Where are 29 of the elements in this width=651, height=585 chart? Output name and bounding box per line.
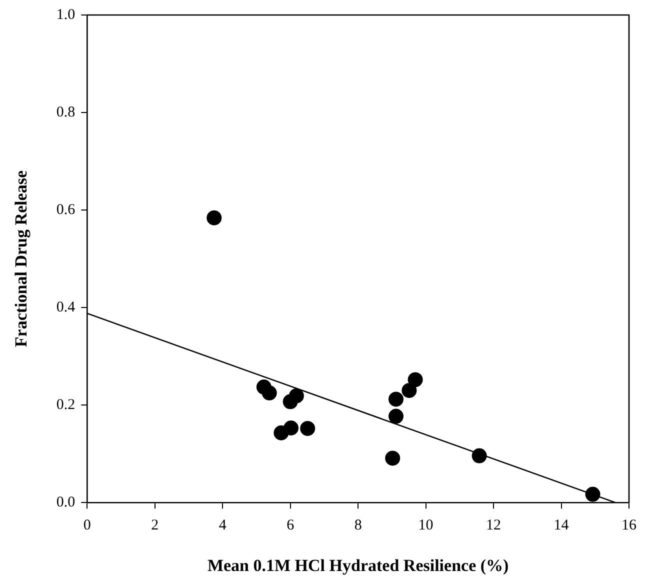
x-tick-label: 8 [354, 518, 362, 534]
y-tick-label: 1.0 [56, 6, 76, 23]
x-tick-label: 10 [418, 518, 434, 534]
x-tick-label: 14 [554, 518, 570, 534]
point [282, 394, 298, 410]
x-tick-label: 2 [151, 518, 159, 534]
point [472, 448, 487, 464]
x-tick-label: 12 [486, 518, 502, 534]
y-tick-label: 0.8 [56, 104, 76, 120]
y-tick-label: 0.4 [56, 299, 76, 316]
point [388, 392, 404, 407]
point [408, 372, 423, 388]
y-axis-title: Fractional Drug Release [12, 170, 31, 348]
x-tick-label: 6 [286, 518, 295, 534]
x-tick-label: 16 [622, 518, 637, 534]
point [262, 385, 277, 400]
x-tick-label: 4 [218, 518, 227, 534]
point [388, 408, 404, 424]
x-tick-label: 0 [83, 518, 91, 534]
point [206, 210, 222, 226]
point [300, 420, 316, 436]
x-axis-title: Mean 0.1M HCl Hydrated Resilience (%) [207, 556, 509, 576]
y-tick-label: 0.6 [56, 202, 76, 218]
point [585, 486, 600, 502]
point [284, 420, 299, 436]
y-tick-label: 0.2 [56, 397, 76, 414]
point [385, 450, 400, 466]
y-tick-label: 0.0 [56, 494, 76, 511]
point [402, 382, 417, 398]
